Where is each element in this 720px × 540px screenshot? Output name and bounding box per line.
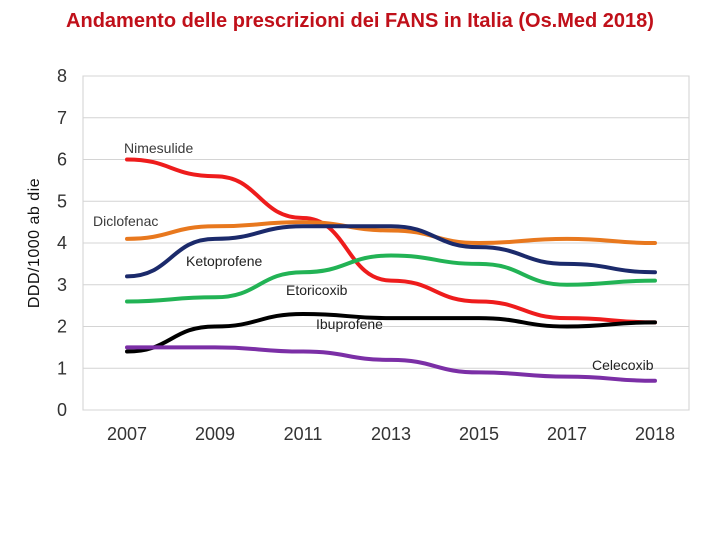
series-label-ibuprofene: Ibuprofene	[316, 316, 383, 332]
y-tick-label: 1	[57, 358, 67, 378]
x-tick-label: 2018	[635, 424, 675, 444]
x-tick-label: 2017	[547, 424, 587, 444]
y-tick-label: 2	[57, 317, 67, 337]
series-label-etoricoxib: Etoricoxib	[286, 282, 348, 298]
x-tick-label: 2009	[195, 424, 235, 444]
y-tick-label: 7	[57, 108, 67, 128]
y-tick-label: 4	[57, 233, 67, 253]
y-tick-label: 8	[57, 66, 67, 86]
x-tick-label: 2007	[107, 424, 147, 444]
series-line-celecoxib	[125, 345, 657, 383]
y-tick-label: 3	[57, 275, 67, 295]
series-line-diclofenac	[125, 220, 657, 245]
series-label-ketoprofene: Ketoprofene	[186, 253, 262, 269]
x-tick-label: 2011	[284, 424, 323, 444]
series-line-etoricoxib	[125, 253, 657, 304]
series-label-diclofenac: Diclofenac	[93, 213, 158, 229]
y-axis-label: DDD/1000 ab die	[26, 178, 43, 308]
series-label-nimesulide: Nimesulide	[124, 140, 193, 156]
chart-title: Andamento delle prescrizioni dei FANS in…	[66, 10, 654, 32]
x-tick-label: 2015	[459, 424, 499, 444]
y-tick-label: 0	[57, 400, 67, 420]
series-line-ketoprofene	[125, 224, 657, 279]
x-tick-label: 2013	[371, 424, 411, 444]
y-tick-label: 6	[57, 150, 67, 170]
series-line-nimesulide	[125, 157, 657, 325]
y-tick-label: 5	[57, 191, 67, 211]
series-label-celecoxib: Celecoxib	[592, 357, 654, 373]
series-line-ibuprofene	[125, 311, 657, 354]
